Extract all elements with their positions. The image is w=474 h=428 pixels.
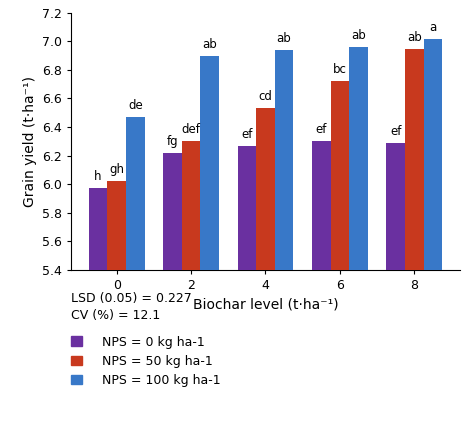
Text: ab: ab	[202, 38, 217, 51]
Text: CV (%) = 12.1: CV (%) = 12.1	[71, 309, 160, 322]
Text: gh: gh	[109, 163, 124, 176]
Text: a: a	[429, 21, 437, 33]
Bar	[182, 141, 201, 428]
Text: NPS = 50 kg ha-1: NPS = 50 kg ha-1	[102, 355, 213, 368]
Text: bc: bc	[333, 63, 347, 76]
Bar	[330, 81, 349, 428]
Bar	[349, 47, 368, 428]
Text: LSD (0.05) = 0.227: LSD (0.05) = 0.227	[71, 292, 192, 305]
Text: ef: ef	[316, 123, 327, 136]
X-axis label: Biochar level (t·ha⁻¹): Biochar level (t·ha⁻¹)	[192, 297, 338, 311]
Text: def: def	[182, 123, 201, 136]
Bar	[256, 108, 275, 428]
Text: ab: ab	[407, 30, 421, 44]
Text: NPS = 100 kg ha-1: NPS = 100 kg ha-1	[102, 374, 220, 387]
Bar	[163, 153, 182, 428]
Text: NPS = 0 kg ha-1: NPS = 0 kg ha-1	[102, 336, 205, 349]
Bar	[126, 117, 145, 428]
Bar	[201, 56, 219, 428]
Bar	[89, 188, 108, 428]
Text: ef: ef	[241, 128, 253, 140]
Text: ab: ab	[277, 32, 292, 45]
Text: fg: fg	[167, 135, 178, 148]
Bar	[108, 181, 126, 428]
Bar	[405, 48, 423, 428]
Bar	[312, 141, 330, 428]
Y-axis label: Grain yield (t·ha⁻¹): Grain yield (t·ha⁻¹)	[23, 76, 36, 207]
Bar	[386, 143, 405, 428]
Bar	[423, 39, 442, 428]
Text: h: h	[94, 170, 102, 183]
Text: cd: cd	[258, 90, 273, 104]
Bar	[275, 50, 293, 428]
Text: ef: ef	[390, 125, 401, 138]
Bar	[237, 146, 256, 428]
Text: de: de	[128, 99, 143, 112]
Text: ab: ab	[351, 29, 366, 42]
